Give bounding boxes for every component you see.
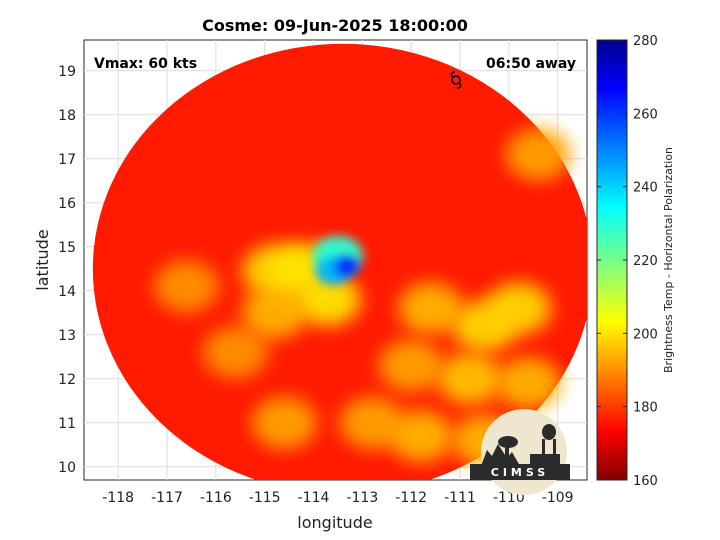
colorbar-tick-label: 260 xyxy=(633,107,658,122)
x-tick-label: -113 xyxy=(346,490,378,506)
brightness-feature xyxy=(378,339,444,392)
y-axis-label: latitude xyxy=(33,229,52,290)
colorbar-tick-label: 280 xyxy=(633,34,658,49)
y-tick-label: 19 xyxy=(58,64,76,80)
feature-layer xyxy=(154,128,571,467)
colorbar xyxy=(596,39,628,481)
y-tick-label: 13 xyxy=(58,328,76,344)
y-tick-label: 14 xyxy=(58,284,76,300)
x-tick-label: -118 xyxy=(102,490,134,506)
brightness-feature xyxy=(339,396,405,449)
x-tick-label: -117 xyxy=(151,490,183,506)
brightness-feature xyxy=(295,273,361,326)
brightness-feature xyxy=(495,357,561,410)
colorbar-tick-label: 160 xyxy=(633,474,658,489)
brightness-feature xyxy=(486,282,552,335)
y-tick-label: 18 xyxy=(58,108,76,124)
y-tick-labels: 10 11 12 13 14 15 16 17 18 19 xyxy=(58,64,76,476)
x-axis-label: longitude xyxy=(297,513,372,532)
x-tick-label: -116 xyxy=(200,490,232,506)
chart-title: Cosme: 09-Jun-2025 18:00:00 xyxy=(202,16,468,35)
x-tick-label: -112 xyxy=(395,490,427,506)
y-tick-label: 10 xyxy=(58,460,76,476)
x-tick-label: -111 xyxy=(444,490,476,506)
time-away-annotation: 06:50 away xyxy=(486,56,576,72)
colorbar-ticks: 280 260 240 220 200 180 160 xyxy=(597,34,658,489)
x-tick-label: -114 xyxy=(298,490,330,506)
y-tick-label: 16 xyxy=(58,196,76,212)
brightness-feature xyxy=(398,282,464,335)
brightness-feature xyxy=(505,128,571,181)
logo-text: CIMSS xyxy=(491,466,549,479)
vmax-annotation: Vmax: 60 kts xyxy=(94,56,197,72)
colorbar-tick-label: 220 xyxy=(633,254,658,269)
brightness-feature xyxy=(336,257,359,276)
colorbar-label: Brightness Temp - Horizontal Polarizatio… xyxy=(662,147,675,373)
x-tick-labels: -118 -117 -116 -115 -114 -113 -112 -111 -110 -109 xyxy=(102,490,573,506)
brightness-feature xyxy=(388,410,454,462)
x-tick-label: -115 xyxy=(249,490,281,506)
cimss-logo: CIMSS xyxy=(470,409,570,495)
colorbar-tick-label: 180 xyxy=(633,401,658,416)
storm-symbol-icon xyxy=(450,71,462,89)
brightness-feature xyxy=(437,352,503,405)
brightness-feature xyxy=(241,286,307,339)
y-tick-label: 12 xyxy=(58,372,76,388)
brightness-feature xyxy=(202,326,268,379)
colorbar-tick-label: 240 xyxy=(633,181,658,196)
brightness-feature xyxy=(154,260,220,313)
colorbar-tick-label: 200 xyxy=(633,327,658,342)
y-tick-label: 15 xyxy=(58,240,76,256)
y-tick-label: 11 xyxy=(58,416,76,432)
x-tick-label: -109 xyxy=(542,490,574,506)
brightness-feature xyxy=(251,396,317,449)
y-tick-label: 17 xyxy=(58,152,76,168)
